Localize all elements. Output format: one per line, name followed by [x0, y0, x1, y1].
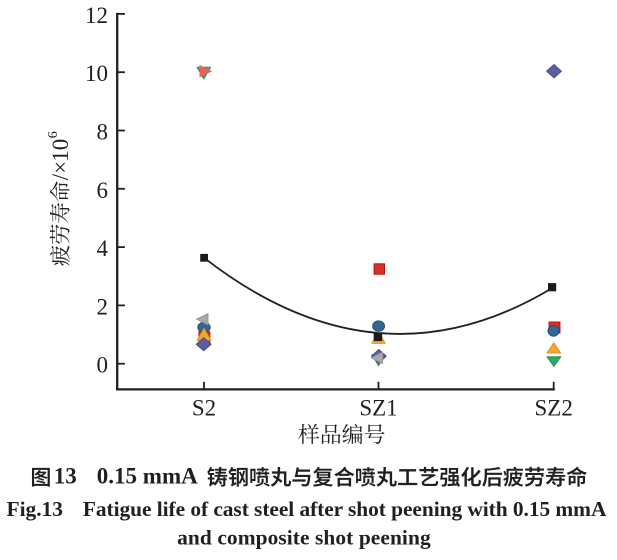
svg-text:10: 10	[48, 139, 73, 162]
svg-text:SZ1: SZ1	[359, 395, 397, 420]
svg-text:0.15 mmA: 0.15 mmA	[97, 464, 198, 489]
svg-text:Fig.13: Fig.13	[7, 497, 63, 521]
svg-text:10: 10	[85, 61, 108, 86]
svg-text:and composite shot peening: and composite shot peening	[177, 525, 431, 549]
svg-text:Fatigue life of cast steel aft: Fatigue life of cast steel after shot pe…	[83, 497, 607, 521]
svg-text:8: 8	[97, 120, 109, 145]
svg-text:2: 2	[97, 294, 109, 319]
svg-text:/×: /×	[48, 161, 73, 180]
svg-text:S2: S2	[192, 395, 216, 420]
svg-text:6: 6	[97, 178, 109, 203]
svg-text:6: 6	[46, 131, 61, 138]
svg-text:12: 12	[85, 3, 108, 28]
svg-text:13: 13	[54, 464, 77, 489]
svg-text:4: 4	[97, 236, 109, 261]
svg-text:0: 0	[97, 353, 109, 378]
svg-text:SZ2: SZ2	[535, 395, 573, 420]
